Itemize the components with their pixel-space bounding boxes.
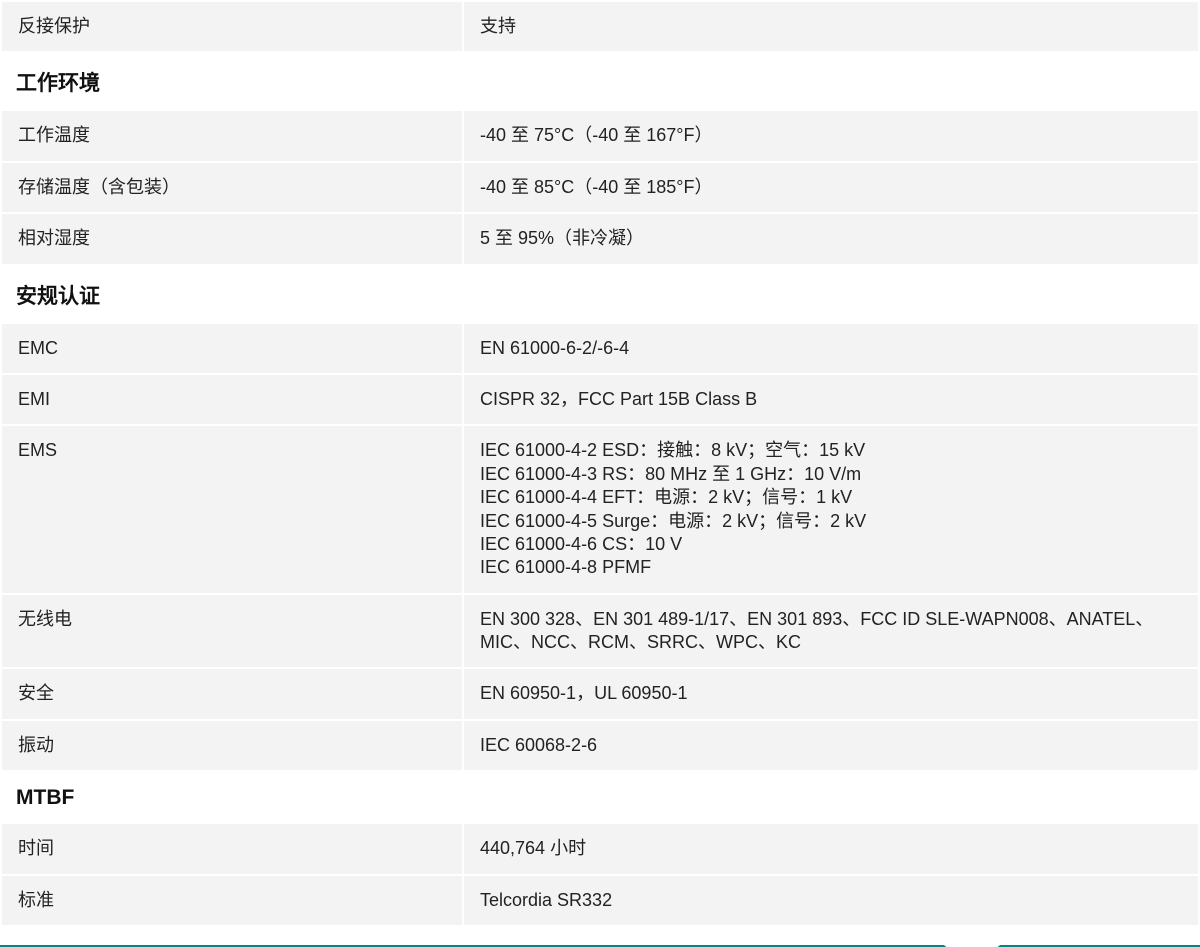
spec-value: IEC 61000-4-2 ESD：接触：8 kV；空气：15 kV IEC 6… (464, 426, 1198, 592)
spec-label: EMC (2, 324, 462, 373)
spec-value: IEC 60068-2-6 (464, 721, 1198, 770)
spec-table-certs: EMC EN 61000-6-2/-6-4 EMI CISPR 32，FCC P… (0, 322, 1200, 773)
ems-line: IEC 61000-4-3 RS：80 MHz 至 1 GHz：10 V/m (480, 463, 1182, 486)
ems-line: IEC 61000-4-2 ESD：接触：8 kV；空气：15 kV (480, 439, 1182, 462)
table-row: 相对湿度 5 至 95%（非冷凝） (2, 214, 1198, 263)
table-row: 标准 Telcordia SR332 (2, 876, 1198, 925)
ems-line: IEC 61000-4-6 CS：10 V (480, 533, 1182, 556)
spec-value: 440,764 小时 (464, 824, 1198, 873)
spec-label: 存储温度（含包装） (2, 163, 462, 212)
spec-label: 安全 (2, 669, 462, 718)
spec-label: EMS (2, 426, 462, 592)
spec-value: CISPR 32，FCC Part 15B Class B (464, 375, 1198, 424)
spec-table-top: 反接保护 支持 (0, 0, 1200, 53)
ems-line: IEC 61000-4-5 Surge：电源：2 kV；信号：2 kV (480, 510, 1182, 533)
table-row: 反接保护 支持 (2, 2, 1198, 51)
table-row: EMC EN 61000-6-2/-6-4 (2, 324, 1198, 373)
ems-line: IEC 61000-4-8 PFMF (480, 556, 1182, 579)
spec-content: 反接保护 支持 工作环境 工作温度 -40 至 75°C（-40 至 167°F… (0, 0, 1200, 927)
spec-value: EN 300 328、EN 301 489-1/17、EN 301 893、FC… (464, 595, 1198, 668)
spec-value: -40 至 85°C（-40 至 185°F） (464, 163, 1198, 212)
spec-label: 标准 (2, 876, 462, 925)
section-title-mtbf: MTBF (0, 772, 1200, 822)
table-row: 无线电 EN 300 328、EN 301 489-1/17、EN 301 89… (2, 595, 1198, 668)
spec-label: EMI (2, 375, 462, 424)
spec-value: Telcordia SR332 (464, 876, 1198, 925)
spec-label: 振动 (2, 721, 462, 770)
spec-value: EN 60950-1，UL 60950-1 (464, 669, 1198, 718)
spec-value: -40 至 75°C（-40 至 167°F） (464, 111, 1198, 160)
spec-table-environment: 工作温度 -40 至 75°C（-40 至 167°F） 存储温度（含包装） -… (0, 109, 1200, 265)
table-row: 振动 IEC 60068-2-6 (2, 721, 1198, 770)
spec-label: 工作温度 (2, 111, 462, 160)
table-row: EMS IEC 61000-4-2 ESD：接触：8 kV；空气：15 kV I… (2, 426, 1198, 592)
table-row: 时间 440,764 小时 (2, 824, 1198, 873)
table-row: EMI CISPR 32，FCC Part 15B Class B (2, 375, 1198, 424)
section-title-certs: 安规认证 (0, 266, 1200, 322)
ems-line: IEC 61000-4-4 EFT：电源：2 kV；信号：1 kV (480, 486, 1182, 509)
table-row: 安全 EN 60950-1，UL 60950-1 (2, 669, 1198, 718)
spec-label: 相对湿度 (2, 214, 462, 263)
spec-table-mtbf: 时间 440,764 小时 标准 Telcordia SR332 (0, 822, 1200, 927)
spec-value: EN 61000-6-2/-6-4 (464, 324, 1198, 373)
table-row: 工作温度 -40 至 75°C（-40 至 167°F） (2, 111, 1198, 160)
spec-value: 支持 (464, 2, 1198, 51)
spec-label: 无线电 (2, 595, 462, 668)
spec-value: 5 至 95%（非冷凝） (464, 214, 1198, 263)
spec-label: 反接保护 (2, 2, 462, 51)
spec-label: 时间 (2, 824, 462, 873)
section-title-environment: 工作环境 (0, 53, 1200, 109)
table-row: 存储温度（含包装） -40 至 85°C（-40 至 185°F） (2, 163, 1198, 212)
